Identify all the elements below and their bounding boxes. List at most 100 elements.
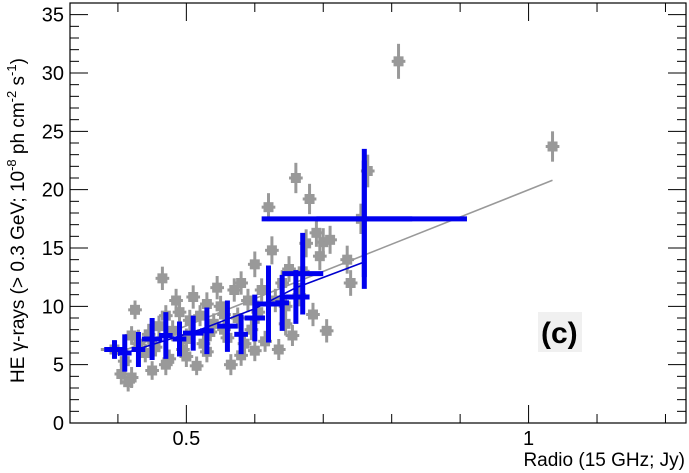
gray-data-point (271, 339, 286, 360)
gray-data-point (234, 271, 248, 295)
gray-data-point (128, 300, 142, 320)
gray-point-marker (284, 264, 295, 274)
gray-point-marker (225, 359, 236, 370)
y-tick-label: 15 (42, 238, 64, 260)
panel-label-background (538, 312, 582, 352)
gray-point-marker (249, 345, 260, 356)
blue-bin-point (217, 300, 238, 352)
gray-point-marker (287, 330, 298, 341)
gray-point-marker (280, 318, 291, 329)
gray-point-marker (321, 325, 332, 336)
gray-point-marker (301, 238, 312, 249)
y-axis-title: HE γ-rays (> 0.3 GeV; 10-8 ph cm-2 s-1) (4, 58, 29, 383)
blue-bin-point (182, 315, 204, 351)
gray-point-marker (239, 338, 250, 349)
gray-point-marker (198, 338, 209, 349)
blue-bin-point (282, 232, 324, 315)
gray-point-marker (164, 353, 175, 364)
y-tick-label: 25 (42, 121, 64, 143)
gray-data-point (145, 361, 159, 380)
x-tick-label: 1 (523, 428, 534, 450)
gray-point-marker (201, 299, 212, 309)
y-tick-label: 0 (53, 413, 64, 435)
tick-label-layer: 0 5 10 15 20 25 30 35 0.5 1 (42, 5, 534, 450)
gray-data-point (323, 225, 337, 254)
blue-bin-point (117, 334, 132, 372)
gray-data-point (210, 276, 224, 300)
gray-point-marker (181, 351, 192, 362)
gray-line (117, 179, 553, 354)
blue-bin-point (172, 321, 187, 357)
gray-point-marker (273, 344, 284, 355)
blue-bin-point (158, 312, 173, 359)
gray-point-marker (174, 307, 185, 318)
gray-point-marker (260, 336, 271, 347)
blue-bin-point (131, 332, 146, 367)
gray-data-point (289, 162, 303, 194)
gray-data-point (282, 256, 296, 282)
gray-point-marker (143, 329, 154, 340)
gray-point-marker (345, 278, 356, 288)
blue-bin-point (104, 340, 125, 359)
gray-data-point (306, 302, 320, 327)
gray-point-marker (160, 359, 171, 370)
gray-point-marker (126, 330, 137, 341)
gray-point-marker (362, 166, 373, 176)
gray-point-marker (140, 348, 151, 358)
gray-point-marker (157, 273, 168, 284)
blue-bin-point (275, 274, 290, 331)
gray-point-marker (263, 202, 274, 213)
x-axis-title: Radio (15 GHz; Jy) (523, 450, 685, 471)
gray-point-marker (188, 292, 199, 302)
gray-point-marker (311, 227, 322, 238)
gray-point-marker (116, 369, 127, 379)
gray-data-point (247, 251, 262, 278)
gray-point-marker (318, 237, 329, 248)
gray-point-marker (232, 313, 243, 323)
gray-point-marker (266, 245, 277, 256)
gray-point-marker (393, 56, 404, 67)
gray-point-marker (215, 301, 226, 312)
gray-data-point (247, 340, 262, 362)
gray-point-marker (314, 251, 325, 262)
y-tick-label: 30 (42, 63, 64, 85)
gray-point-marker (290, 173, 301, 183)
blue-bin-point (200, 307, 214, 355)
gray-point-marker (325, 234, 336, 245)
gray-data-point (319, 319, 334, 343)
gray-point-marker (280, 301, 291, 312)
gray-point-marker (150, 342, 161, 353)
gray-data-point (265, 236, 279, 265)
gray-data-point (121, 372, 136, 392)
blue-bin-point (234, 314, 248, 355)
gray-point-marker (547, 141, 558, 152)
gray-point-marker (153, 321, 164, 332)
gray-point-marker (246, 324, 257, 335)
y-tick-label: 35 (42, 5, 64, 27)
gray-data-point (172, 301, 187, 323)
gray-point-marker (123, 377, 134, 388)
panel-label: (c) (541, 317, 578, 350)
gray-data-point (391, 43, 406, 79)
gray-point-marker (236, 350, 247, 361)
gray-data-point (285, 325, 300, 346)
blue-bin-point (141, 318, 163, 360)
gray-point-marker (342, 254, 353, 265)
gray-data-point (189, 356, 204, 376)
gray-point-marker (229, 285, 240, 295)
gray-data-point (224, 354, 238, 376)
y-tick-label: 20 (42, 180, 64, 202)
gray-point-marker (256, 285, 267, 295)
gray-data-point (302, 183, 317, 215)
gray-point-marker (307, 309, 318, 320)
gray-point-marker (184, 315, 195, 326)
gray-data-point (343, 270, 358, 296)
gray-point-marker (236, 278, 247, 288)
x-tick-label: 0.5 (172, 428, 200, 450)
gray-point-marker (219, 309, 229, 320)
gray-point-marker (130, 304, 141, 315)
gray-point-marker (171, 295, 182, 306)
y-tick-label: 10 (42, 296, 64, 318)
